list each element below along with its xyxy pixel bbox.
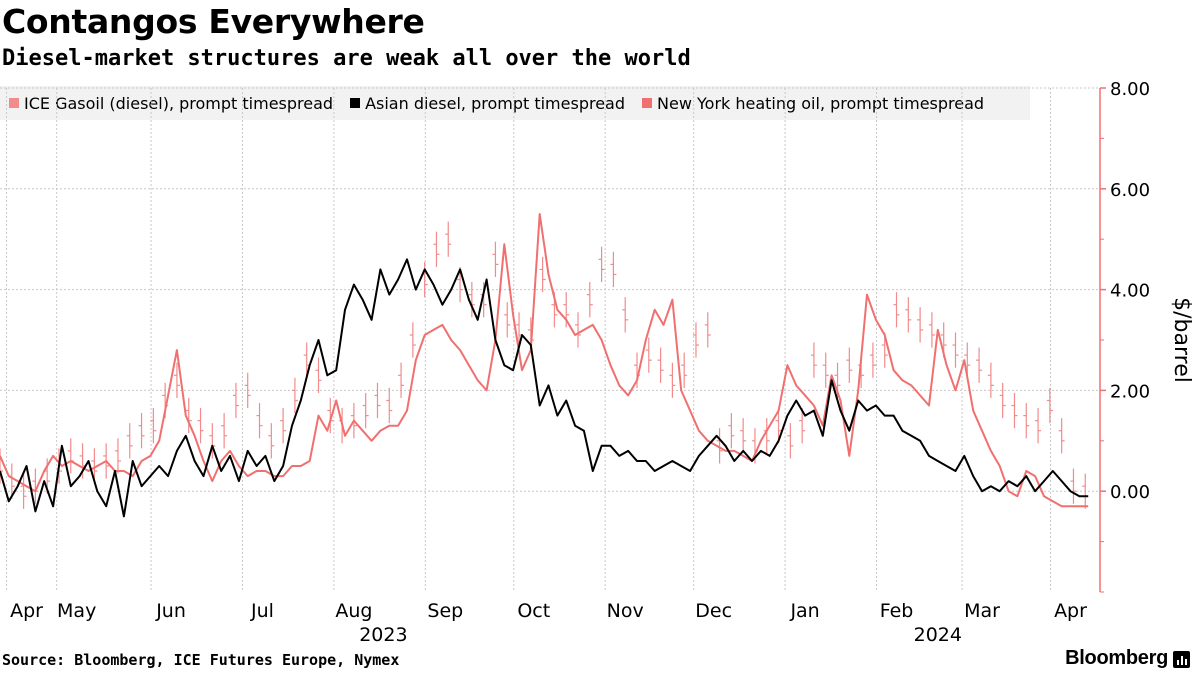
legend-label-asian: Asian diesel, prompt timespread	[365, 93, 626, 113]
y-tick-label: 2.00	[1110, 381, 1150, 402]
chart-title: Contangos Everywhere	[2, 2, 425, 41]
grid	[0, 87, 1100, 592]
x-tick-label: Sep	[427, 600, 463, 622]
x-tick-label: Jul	[250, 600, 274, 622]
legend-item-heating[interactable]: New York heating oil, prompt timespread	[642, 94, 984, 113]
legend-label-gasoil: ICE Gasoil (diesel), prompt timespread	[24, 93, 334, 113]
y-tick-label: 6.00	[1110, 180, 1150, 201]
x-tick-label: Feb	[880, 600, 914, 622]
legend-swatch-asian	[350, 98, 361, 108]
x-tick-label: Dec	[695, 600, 732, 622]
legend-swatch-gasoil	[9, 98, 19, 108]
x-year-label: 2023	[359, 624, 407, 646]
legend-item-gasoil[interactable]: ICE Gasoil (diesel), prompt timespread	[9, 94, 333, 113]
bloomberg-logo: Bloomberg	[1065, 647, 1168, 669]
x-tick-label: Nov	[607, 600, 644, 622]
y-axis-title: $/barrel	[1169, 297, 1194, 383]
bloomberg-terminal-icon	[1173, 651, 1190, 668]
y-tick-label: 4.00	[1110, 281, 1150, 302]
x-year-label: 2024	[914, 624, 962, 646]
series-layer	[0, 213, 1089, 518]
legend-swatch-heating	[642, 98, 653, 108]
x-tick-label: Aug	[335, 600, 372, 622]
source-note: Source: Bloomberg, ICE Futures Europe, N…	[2, 651, 400, 669]
x-tick-label: Apr	[10, 600, 43, 622]
asian-series-line	[0, 258, 1089, 518]
x-tick-label: Jan	[789, 600, 819, 622]
x-tick-label: Mar	[964, 600, 1000, 622]
y-tick-label: 0.00	[1110, 482, 1150, 503]
x-tick-label: Oct	[517, 600, 550, 622]
x-tick-label: Jun	[155, 600, 186, 622]
x-tick-label: Apr	[1054, 600, 1087, 622]
legend: ICE Gasoil (diesel), prompt timespread A…	[0, 86, 1030, 120]
y-tick-label: 8.00	[1110, 79, 1150, 100]
chart-subtitle: Diesel-market structures are weak all ov…	[2, 46, 691, 71]
heating-series-line	[0, 213, 1089, 508]
legend-label-heating: New York heating oil, prompt timespread	[657, 93, 985, 113]
axes: 0.00 2.00 4.00 6.00 8.00 $/barrel Apr May Jun Jul…	[10, 79, 1194, 646]
x-tick-label: May	[57, 600, 96, 622]
legend-item-asian[interactable]: Asian diesel, prompt timespread	[350, 94, 625, 113]
